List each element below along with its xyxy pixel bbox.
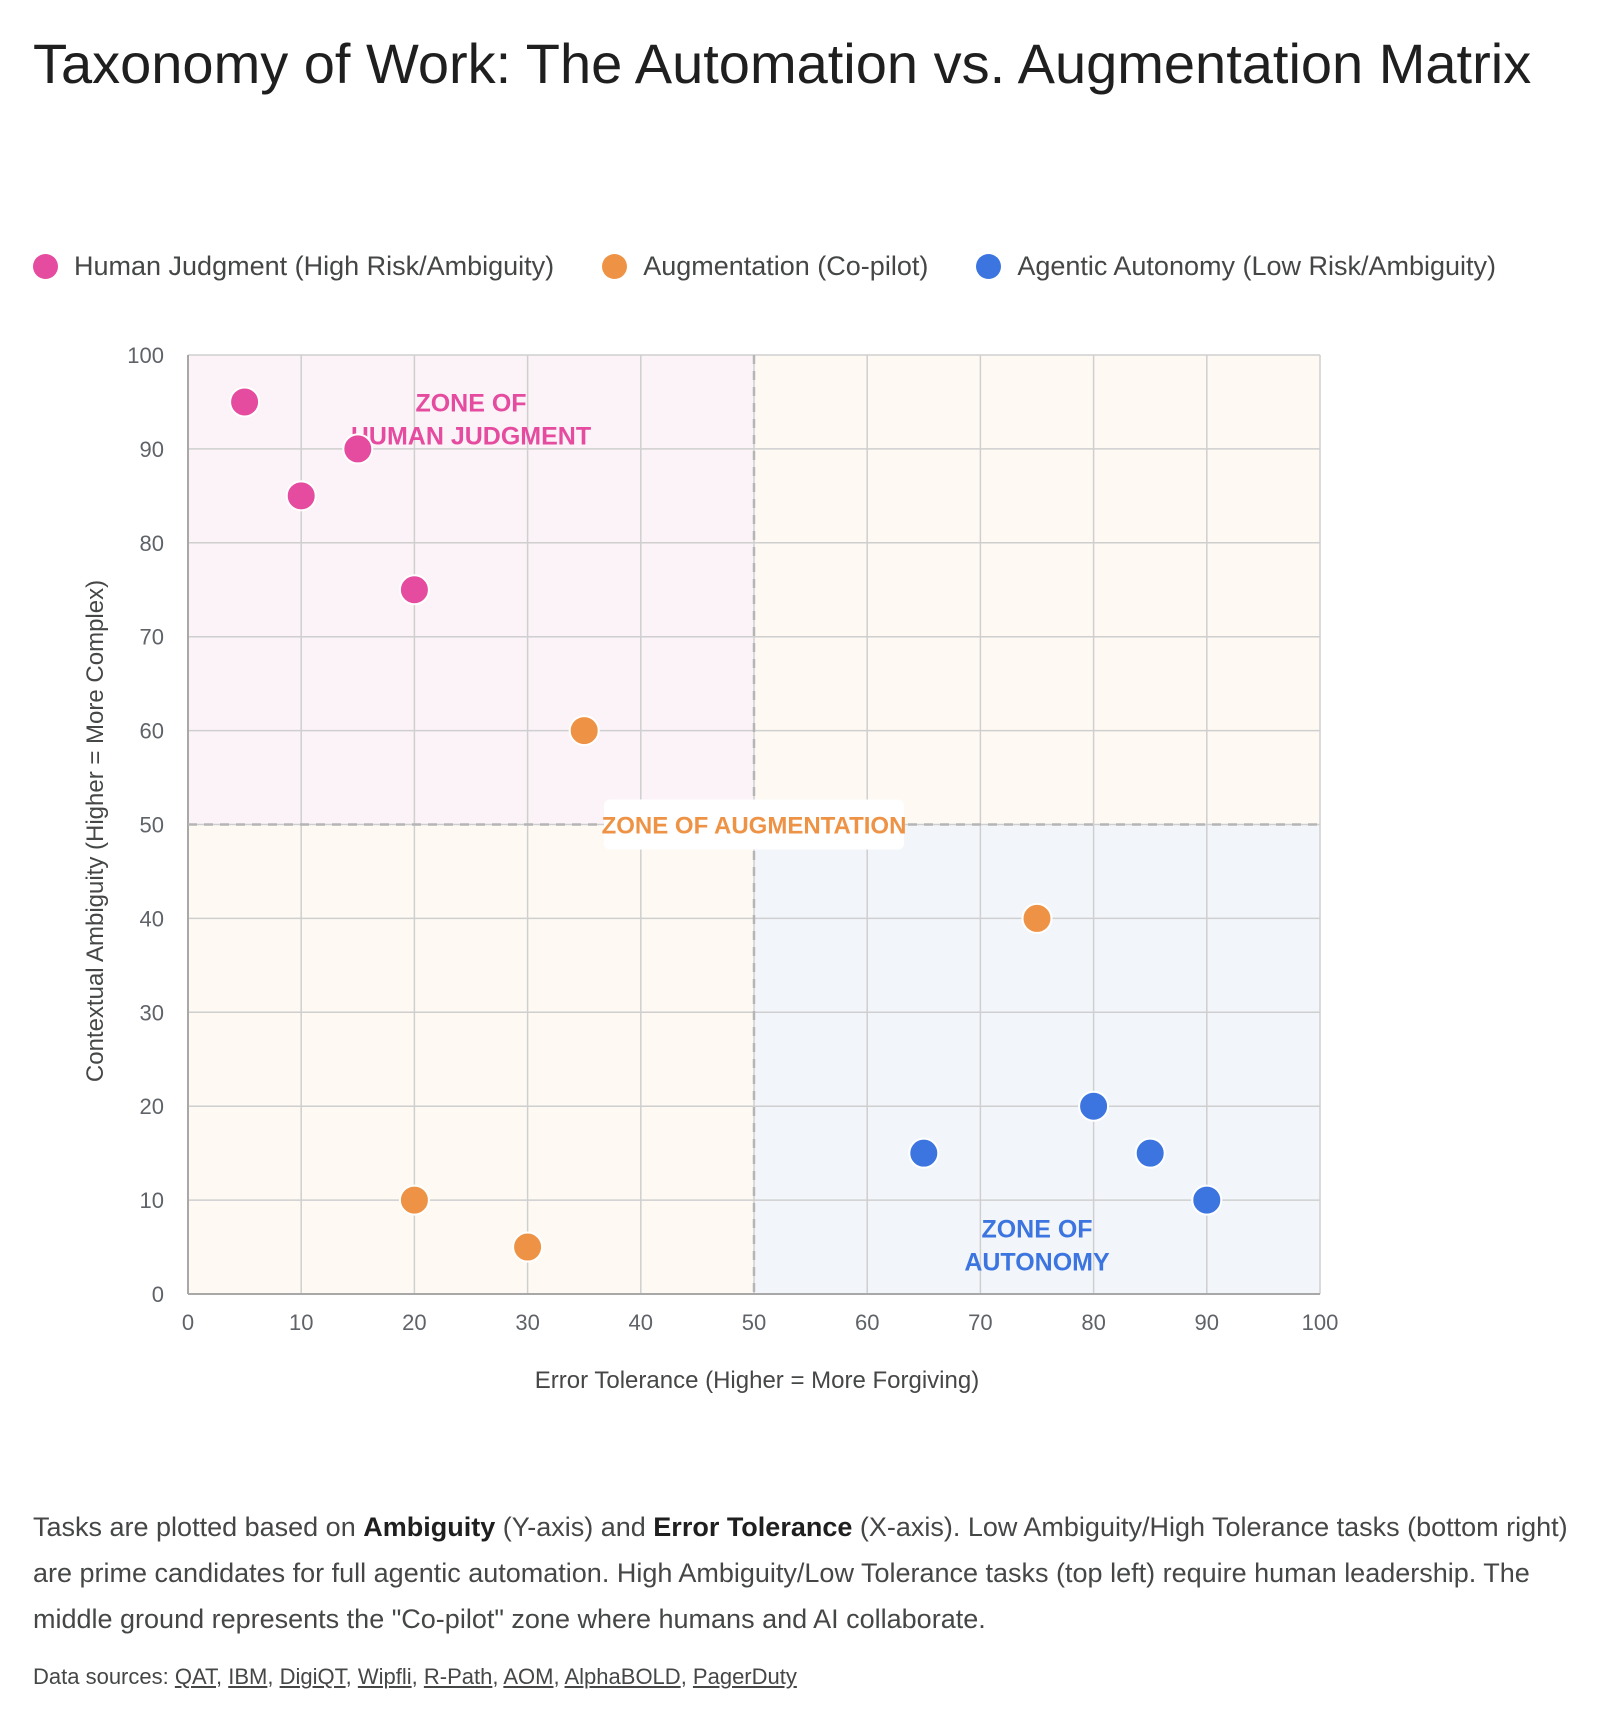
data-point-augmentation[interactable]: [1021, 902, 1053, 934]
legend-label-autonomy: Agentic Autonomy (Low Risk/Ambiguity): [1017, 250, 1497, 281]
y-tick-label: 70: [140, 625, 164, 650]
y-tick-label: 10: [140, 1188, 164, 1213]
data-point-human[interactable]: [342, 433, 374, 465]
zone-label-augmentation: ZONE OF AUGMENTATION: [602, 813, 907, 840]
desc-bold-error-tolerance: Error Tolerance: [653, 1512, 853, 1542]
x-axis-label: Error Tolerance (Higher = More Forgiving…: [535, 1367, 979, 1394]
legend-item-human[interactable]: Human Judgment (High Risk/Ambiguity): [33, 251, 554, 282]
scatter-chart: 0 10 20 30 40 50 60 70 80 90 100 0 10 20 30 40 50 60 70 80 9…: [82, 343, 1338, 1394]
x-tick-label: 60: [855, 1310, 879, 1335]
legend-dot-augmentation-icon: [602, 253, 628, 279]
x-tick-label: 0: [182, 1310, 194, 1335]
x-tick-label: 10: [289, 1310, 313, 1335]
data-point-augmentation[interactable]: [398, 1184, 430, 1216]
y-axis-label: Contextual Ambiguity (Higher = More Comp…: [82, 580, 109, 1082]
data-point-augmentation[interactable]: [568, 715, 600, 747]
legend-item-augmentation[interactable]: Augmentation (Co-pilot): [602, 251, 928, 282]
legend-dot-human-icon: [33, 253, 58, 279]
y-tick-label: 40: [140, 906, 164, 931]
zone-bg-augmentation-lower: [188, 824, 754, 1294]
source-link-aom[interactable]: AOM: [503, 1664, 554, 1689]
zone-label-human: ZONE OF: [415, 389, 526, 417]
sources-label: Data sources:: [33, 1664, 175, 1689]
zone-bg-autonomy: [754, 824, 1320, 1294]
source-link-wipfli[interactable]: Wipfli: [357, 1664, 412, 1689]
chart-legend: Human Judgment (High Risk/Ambiguity) Aug…: [33, 248, 1496, 284]
page-title: Taxonomy of Work: The Automation vs. Aug…: [33, 32, 1532, 95]
data-point-autonomy[interactable]: [1191, 1184, 1223, 1216]
source-link-pagerduty[interactable]: PagerDuty: [692, 1664, 797, 1689]
x-tick-label: 20: [402, 1310, 426, 1335]
zone-label-autonomy: AUTONOMY: [964, 1249, 1110, 1277]
zone-bg-human: [188, 355, 754, 825]
desc-text-2: (Y-axis) and: [495, 1512, 654, 1542]
zone-label-human: HUMAN JUDGMENT: [351, 422, 591, 450]
source-link-digiqt[interactable]: DigiQT: [279, 1664, 346, 1689]
x-tick-label: 100: [1302, 1310, 1339, 1335]
y-tick-label: 0: [152, 1282, 164, 1307]
x-tick-label: 90: [1195, 1310, 1219, 1335]
legend-label-human: Human Judgment (High Risk/Ambiguity): [74, 250, 555, 281]
zone-backgrounds: [188, 355, 1320, 1294]
y-tick-label: 50: [140, 813, 164, 838]
zone-label-autonomy: ZONE OF: [981, 1216, 1092, 1244]
legend-item-autonomy[interactable]: Agentic Autonomy (Low Risk/Ambiguity): [976, 251, 1496, 282]
legend-label-augmentation: Augmentation (Co-pilot): [643, 250, 929, 281]
chart-description: Tasks are plotted based on Ambiguity (Y-…: [33, 1504, 1578, 1642]
x-tick-label: 30: [515, 1310, 539, 1335]
zone-labels: ZONE OF HUMAN JUDGMENT ZONE OF AUGMENTATIO…: [351, 389, 1110, 1276]
data-point-human[interactable]: [398, 574, 430, 606]
desc-text-1: Tasks are plotted based on: [33, 1512, 364, 1542]
source-link-ibm[interactable]: IBM: [228, 1664, 268, 1689]
scatter-chart-container: 0 10 20 30 40 50 60 70 80 90 100 0 10 20 30 40 50 60 70 80 9…: [0, 330, 1600, 1410]
y-tick-label: 30: [140, 1000, 164, 1025]
y-tick-label: 80: [140, 531, 164, 556]
y-tick-label: 60: [140, 719, 164, 744]
zone-label-bg-augmentation: [604, 799, 904, 850]
zone-bg-augmentation: [754, 355, 1320, 825]
axis-ticks: 0 10 20 30 40 50 60 70 80 90 100 0 10 20 30 40 50 60 70 80 9…: [127, 343, 1338, 1335]
desc-text-3: (X-axis). Low Ambiguity/High Tolerance t…: [33, 1512, 1568, 1634]
data-point-autonomy[interactable]: [1078, 1090, 1110, 1122]
legend-dot-autonomy-icon: [976, 253, 1002, 279]
data-point-autonomy[interactable]: [1134, 1137, 1166, 1169]
data-point-autonomy[interactable]: [908, 1137, 940, 1169]
x-tick-label: 80: [1081, 1310, 1105, 1335]
x-tick-label: 40: [629, 1310, 653, 1335]
x-tick-label: 70: [968, 1310, 992, 1335]
data-point-human[interactable]: [285, 480, 317, 512]
y-tick-label: 90: [140, 437, 164, 462]
x-tick-label: 50: [742, 1310, 766, 1335]
data-points: [229, 386, 1223, 1263]
data-sources: Data sources: QAT, IBM, DigiQT, Wipfli, …: [33, 1664, 797, 1689]
data-point-augmentation[interactable]: [512, 1231, 544, 1263]
desc-bold-ambiguity: Ambiguity: [363, 1512, 496, 1542]
data-point-human[interactable]: [229, 386, 261, 418]
y-tick-label: 100: [127, 343, 164, 368]
source-link-alphabold[interactable]: AlphaBOLD: [564, 1664, 681, 1689]
source-link-r-path[interactable]: R-Path: [423, 1664, 493, 1689]
source-link-qat[interactable]: QAT: [174, 1664, 216, 1689]
y-tick-label: 20: [140, 1094, 164, 1119]
